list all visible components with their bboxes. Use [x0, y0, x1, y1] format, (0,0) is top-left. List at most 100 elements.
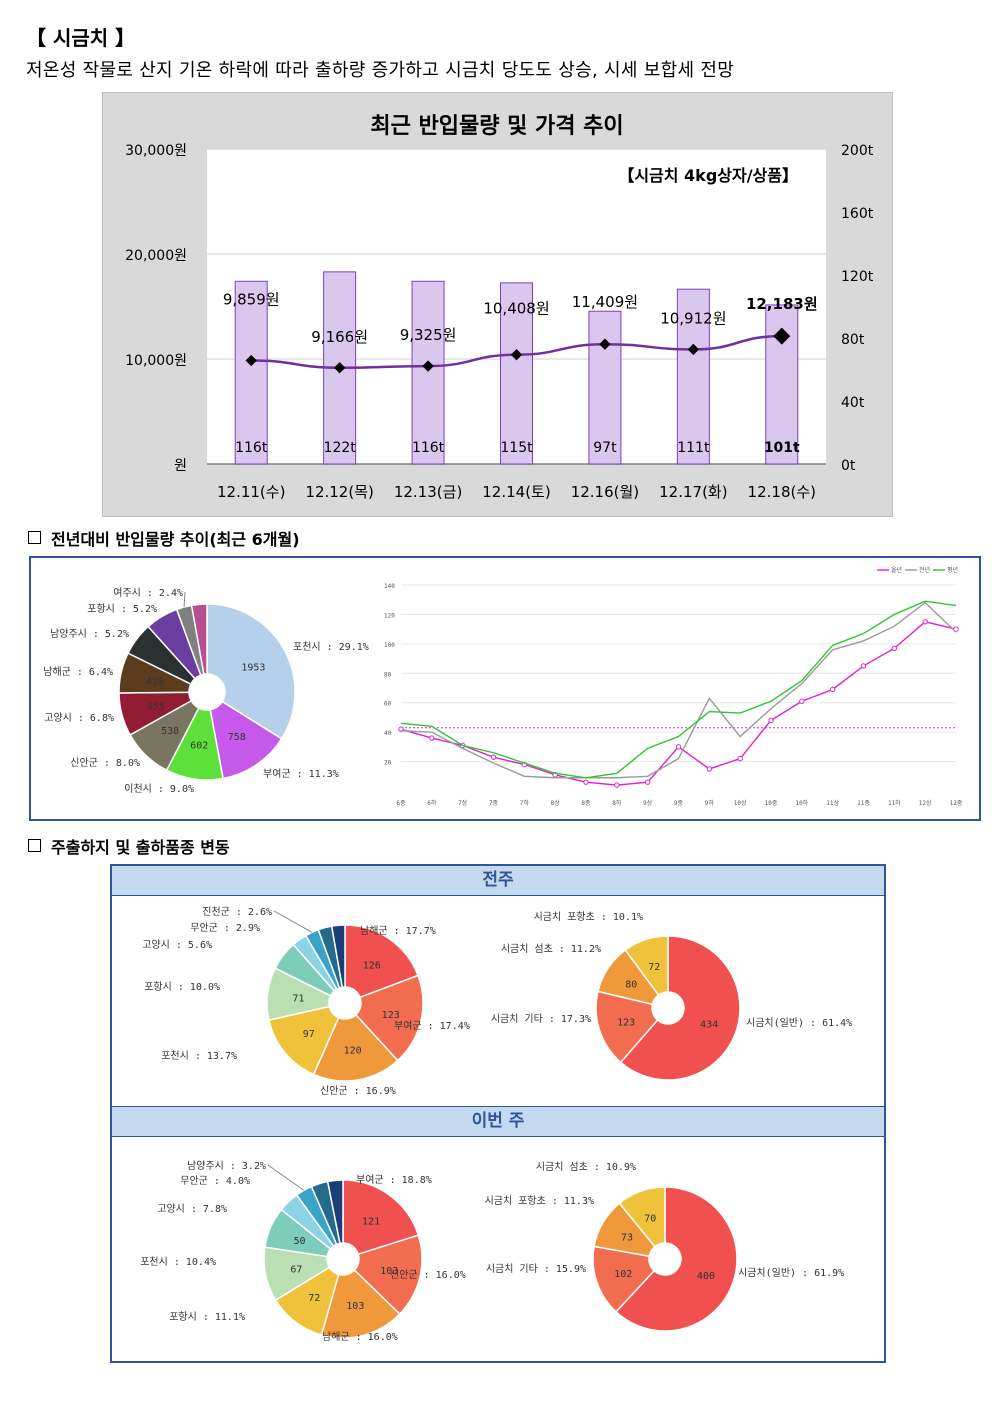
pie-label: 신안군 : 8.0% [70, 757, 140, 769]
chart-title: 최근 반입물량 및 가격 추이 [370, 114, 623, 139]
x-tick-label: 12.13(금) [394, 483, 462, 501]
pie-value: 758 [228, 732, 246, 743]
series-point [922, 619, 928, 625]
x-tick-label: 7상 [458, 799, 468, 807]
pie-value: 428 [146, 676, 164, 687]
pie-label: 부여군 : 18.8% [356, 1174, 432, 1186]
x-tick-label: 10중 [765, 800, 778, 807]
pie-value: 103 [346, 1301, 364, 1312]
pie-label: 포천시 : 13.7% [161, 1050, 237, 1062]
price-label: 9,859원 [223, 290, 280, 308]
price-point [333, 362, 346, 374]
pie-value: 126 [363, 960, 381, 971]
pie-slice [614, 1186, 738, 1332]
pie-value: 123 [617, 1017, 635, 1028]
pie-label: 고양시 : 7.8% [157, 1203, 227, 1215]
series-point [583, 779, 589, 785]
left-axis-tick: 10,000원 [125, 353, 187, 369]
left-axis-tick: 원 [174, 458, 187, 474]
volume-bar [676, 288, 710, 465]
pie-label: 고양시 : 6.8% [44, 712, 114, 724]
price-point [599, 338, 611, 350]
price-label: 9,166원 [311, 328, 368, 346]
pie-label: 남해군 : 17.7% [360, 924, 436, 937]
volume-trend-svg: 1953 포천시 : 29.1% 758 부여군 : 11.3% 602 이천시 : 9.… [43, 566, 963, 807]
pie-label: 시금치 섬초 : 11.2% [501, 943, 601, 955]
x-tick-label: 9중 [674, 800, 684, 807]
series-point [768, 717, 774, 724]
pie-slice [342, 1179, 420, 1256]
volume-trend-panel: 1953 포천시 : 29.1% 758 부여군 : 11.3% 602 이천시 : 9.… [29, 556, 981, 821]
y-tick-label: 40 [384, 730, 392, 737]
price-label: 10,408원 [483, 300, 549, 318]
pie-value: 538 [161, 726, 179, 737]
volume-label: 101t [764, 440, 800, 456]
volume-price-chart-svg: 최근 반입물량 및 가격 추이 【시금치 4kg상자/상품】 원 10,000원 20,… [125, 114, 874, 501]
right-axis-tick: 0t [841, 458, 856, 474]
pie-label: 부여군 : 17.4% [394, 1020, 470, 1032]
checkbox-icon [28, 531, 41, 544]
pie-label: 진천군 : 2.6% [202, 906, 272, 918]
series-line [400, 621, 957, 786]
this-week-header: 이번 주 [112, 1106, 884, 1137]
page-title: 【 시금치 】 [26, 26, 136, 50]
pie-value: 73 [621, 1233, 633, 1244]
pie-slice [592, 1245, 656, 1313]
pie-label: 시금치 포항초 : 10.1% [534, 911, 643, 923]
volume-label: 115t [500, 440, 533, 456]
legend-label: 전년 [919, 566, 930, 574]
volume-bar [234, 280, 268, 465]
series-point [429, 735, 435, 741]
series-point [891, 645, 898, 651]
pie-value: 455 [147, 702, 165, 713]
x-tick-label: 8하 [612, 799, 622, 807]
pie-value: 102 [614, 1269, 632, 1280]
checkbox-icon [28, 839, 41, 852]
right-axis-tick: 200t [841, 143, 874, 159]
pie-slice [354, 974, 424, 1062]
right-axis-tick: 120t [841, 269, 874, 285]
pie-slice [624, 935, 669, 997]
pie-slice [190, 603, 208, 676]
pie-label: 시금치 포항초 : 11.3% [485, 1195, 594, 1207]
pie-label: 부여군 : 11.3% [263, 768, 339, 780]
x-tick-label: 12.18(수) [748, 483, 816, 501]
pie-label: 포항시 : 5.2% [87, 603, 157, 615]
price-point [687, 343, 700, 356]
pie-value: 121 [362, 1217, 380, 1228]
price-point [422, 360, 434, 372]
pie-leader-line [183, 591, 186, 608]
origin-variety-panel: 전주 이번 주 126 남해군 : 17.7% 123 부여군 : 17.4% 120 신… [110, 864, 886, 1363]
pie-label: 시금치(일반) : 61.9% [738, 1267, 844, 1279]
pie-value: 70 [644, 1214, 656, 1225]
pie-slice [595, 990, 659, 1064]
pie-label: 포항시 : 10.0% [144, 981, 220, 993]
y-tick-label: 80 [384, 671, 392, 678]
pie-label: 시금치 기타 : 15.9% [486, 1263, 586, 1275]
prev-week-header: 전주 [112, 866, 884, 896]
pie-label: 무안군 : 2.9% [190, 922, 260, 934]
right-axis-tick: 160t [841, 206, 874, 222]
x-tick-label: 12.17(화) [659, 483, 727, 501]
series-point [706, 766, 713, 772]
x-tick-label: 11하 [888, 799, 901, 807]
pie-value: 1953 [241, 662, 265, 673]
right-axis-tick: 40t [841, 395, 865, 411]
volume-label: 116t [235, 440, 268, 456]
legend-label: 올년 [891, 566, 902, 574]
price-point [510, 349, 523, 361]
x-tick-label: 11중 [857, 800, 870, 807]
pie-slice [619, 935, 741, 1081]
x-tick-label: 8중 [581, 800, 591, 807]
pie-label: 포천시 : 10.4% [140, 1256, 216, 1268]
x-tick-label: 7중 [489, 800, 499, 807]
pie-value: 120 [344, 1045, 362, 1056]
x-tick-label: 11상 [826, 799, 839, 807]
volume-bar [411, 280, 445, 465]
x-tick-label: 12.14(토) [482, 483, 550, 501]
section-origin-variety: 주출하지 및 출하품종 변동 [28, 834, 230, 858]
price-label: 9,325원 [400, 326, 457, 344]
y-tick-label: 100 [384, 642, 395, 649]
section-volume-trend: 전년대비 반입물량 추이(최근 6개월) [28, 526, 300, 550]
